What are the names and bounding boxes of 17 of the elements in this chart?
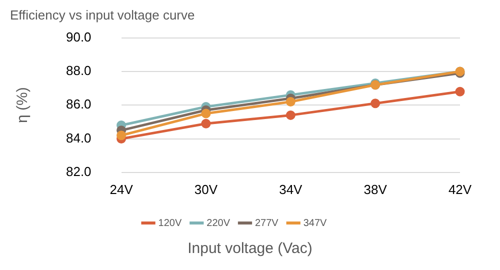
y-tick-label: 90.0 xyxy=(66,29,92,44)
x-tick-label: 42V xyxy=(448,182,472,197)
chart-title: Efficiency vs input voltage curve xyxy=(10,8,195,23)
x-tick-label: 24V xyxy=(110,182,134,197)
legend-label: 347V xyxy=(303,218,328,229)
y-tick-label: 82.0 xyxy=(66,164,92,179)
y-tick-label: 84.0 xyxy=(66,130,92,146)
x-tick-label: 34V xyxy=(279,182,303,197)
y-tick-label: 86.0 xyxy=(66,96,92,112)
x-tick-label: 38V xyxy=(364,182,388,197)
x-axis-title: Input voltage (Vac) xyxy=(186,240,314,257)
y-tick-label: 88.0 xyxy=(66,63,92,78)
legend-label: 120V xyxy=(158,218,182,229)
y-axis-title: η (%) xyxy=(14,87,32,124)
legend-label: 220V xyxy=(206,218,230,229)
legend-label: 277V xyxy=(255,218,279,229)
x-tick-label: 30V xyxy=(194,182,218,197)
